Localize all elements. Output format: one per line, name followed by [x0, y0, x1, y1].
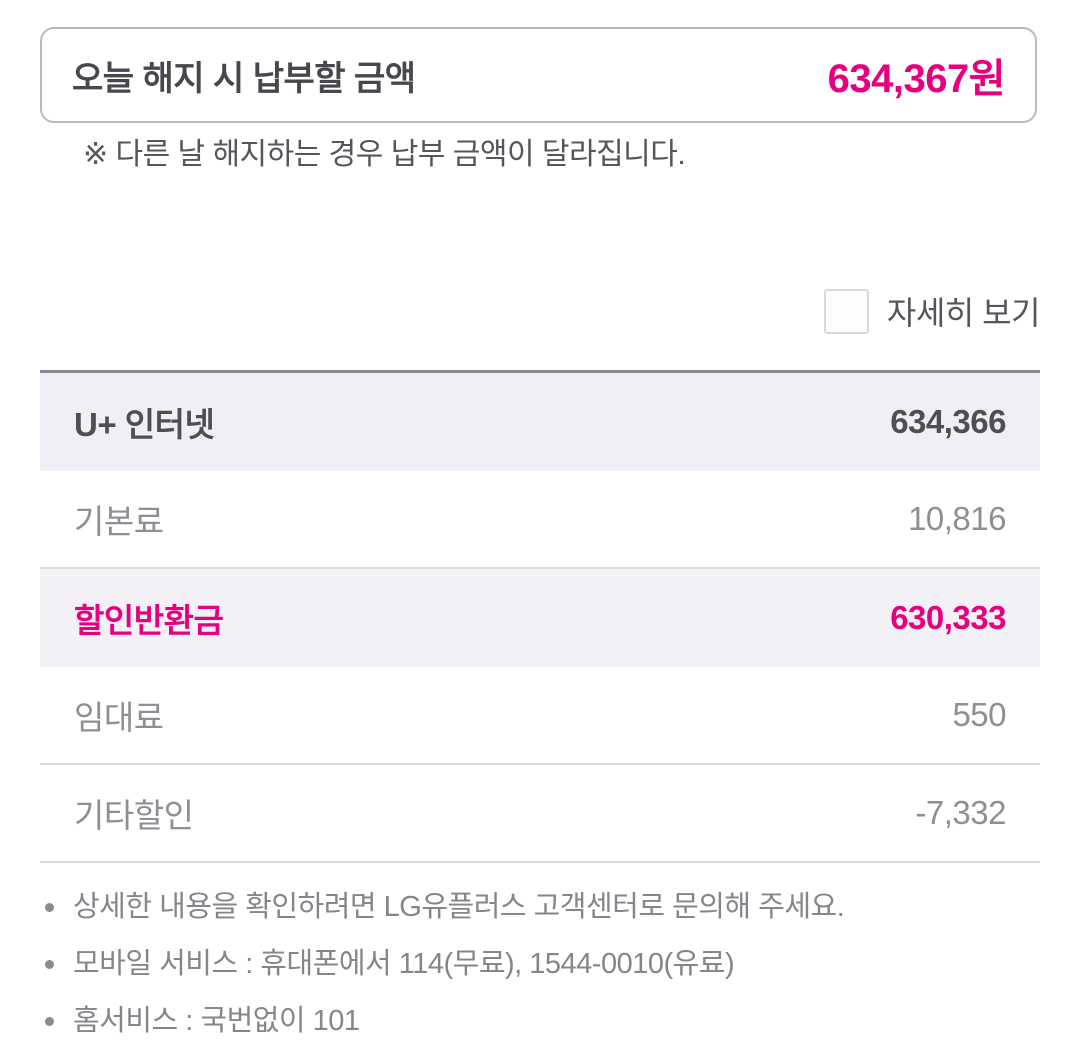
summary-title: 오늘 해지 시 납부할 금액 [72, 59, 416, 98]
bullet-icon [45, 903, 54, 912]
row-value: 550 [952, 696, 1006, 733]
row-label: U+ 인터넷 [74, 406, 215, 443]
row-value: 634,366 [890, 403, 1006, 440]
footer-notes: 상세한 내용을 확인하려면 LG유플러스 고객센터로 문의해 주세요. 모바일 … [45, 888, 1040, 1040]
summary-note: ※ 다른 날 해지하는 경우 납부 금액이 달라집니다. [83, 138, 686, 171]
note-item-mobile-service: 모바일 서비스 : 휴대폰에서 114(무료), 1544-0010(유료) [45, 945, 1040, 983]
row-label: 기타할인 [74, 797, 194, 834]
note-item-customer-center: 상세한 내용을 확인하려면 LG유플러스 고객센터로 문의해 주세요. [45, 888, 1040, 926]
row-label: 기본료 [74, 503, 164, 540]
note-text: 상세한 내용을 확인하려면 LG유플러스 고객센터로 문의해 주세요. [73, 891, 845, 923]
note-item-home-service: 홈서비스 : 국번없이 101 [45, 1002, 1040, 1040]
bullet-icon [45, 1017, 54, 1026]
row-label: 임대료 [74, 699, 164, 736]
table-row-service: U+ 인터넷 634,366 [40, 373, 1040, 471]
payment-summary-box: 오늘 해지 시 납부할 금액 634,367원 [40, 27, 1037, 123]
fee-table: U+ 인터넷 634,366 기본료 10,816 할인반환금 630,333 … [40, 370, 1040, 863]
row-label: 할인반환금 [74, 602, 224, 639]
table-row-discount-refund: 할인반환금 630,333 [40, 569, 1040, 667]
row-value: 10,816 [908, 500, 1006, 537]
bullet-icon [45, 960, 54, 969]
table-row-basic-fee: 기본료 10,816 [40, 471, 1040, 569]
table-row-other-discount: 기타할인 -7,332 [40, 765, 1040, 863]
note-text: 모바일 서비스 : 휴대폰에서 114(무료), 1544-0010(유료) [73, 948, 735, 980]
detail-toggle-label: 자세히 보기 [886, 295, 1041, 331]
note-text: 홈서비스 : 국번없이 101 [73, 1005, 360, 1037]
row-value: 630,333 [890, 599, 1006, 636]
detail-toggle[interactable]: 자세히 보기 [40, 288, 1041, 334]
row-value: -7,332 [915, 794, 1006, 831]
summary-amount: 634,367원 [827, 57, 1006, 101]
table-row-rental-fee: 임대료 550 [40, 667, 1040, 765]
detail-checkbox[interactable] [823, 288, 869, 334]
